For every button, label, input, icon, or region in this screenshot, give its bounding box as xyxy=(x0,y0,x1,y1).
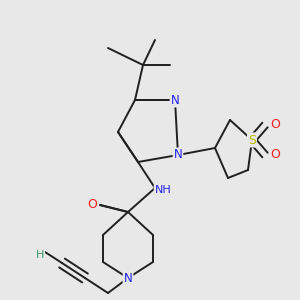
Text: N: N xyxy=(124,272,132,284)
Text: H: H xyxy=(36,250,44,260)
Text: NH: NH xyxy=(154,185,171,195)
Text: O: O xyxy=(270,148,280,161)
Text: N: N xyxy=(171,94,179,106)
Text: N: N xyxy=(174,148,182,161)
Text: O: O xyxy=(87,199,97,212)
Text: O: O xyxy=(270,118,280,131)
Text: S: S xyxy=(248,134,256,146)
